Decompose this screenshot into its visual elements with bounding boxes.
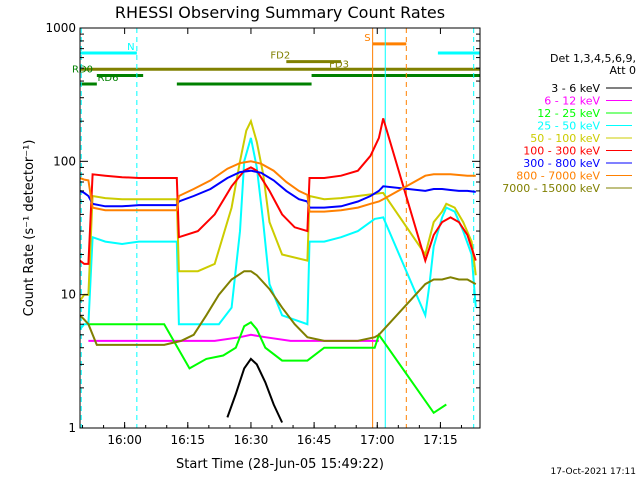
legend-label-7000-15000-kev: 7000 - 15000 keV [502,182,600,195]
plot-frame [79,27,481,429]
series-line-12-25-kev [88,321,447,415]
legend-label-3-6-kev: 3 - 6 keV [551,82,600,95]
x-axis: 16:00 16:15 16:30 16:45 17:00 17:15 [82,28,462,447]
state-label-n: N [127,42,134,53]
legend-label-800-7000-kev: 800 - 7000 keV [516,170,600,183]
legend-label-25-50-kev: 25 - 50 keV [537,120,600,133]
x-tick-label: 16:45 [297,433,332,447]
state-bars: N S FD2 FD3 RD0 RD6 [72,33,480,86]
state-label-fd2: FD2 [270,51,290,62]
legend-label-100-300-kev: 100 - 300 keV [523,145,600,158]
legend-label-50-100-kev: 50 - 100 keV [530,132,600,145]
y-axis-label: Count Rate (s⁻¹ detector⁻¹) [22,140,37,317]
y-tick-label: 100 [53,154,76,168]
series-line-100-300-kev [80,118,477,265]
legend-label-6-12-kev: 6 - 12 keV [544,95,600,108]
x-axis-label: Start Time (28-Jun-05 15:49:22) [176,457,384,472]
x-tick-label: 17:00 [360,433,395,447]
y-tick-label: 10 [61,288,76,302]
y-tick-label: 1000 [45,21,76,35]
y-tick-label: 1 [68,421,76,435]
x-tick-label: 16:00 [107,433,142,447]
state-label-fd3: FD3 [329,59,349,70]
series-lines [80,118,477,423]
footer-timestamp: 17-Oct-2021 17:11 [551,467,636,477]
legend-label-300-800-kev: 300 - 800 keV [523,157,600,170]
series-line-25-50-kev [80,137,477,330]
x-tick-label: 16:15 [170,433,205,447]
legend-header: Att 0 [610,64,636,77]
series-line-300-800-kev [80,169,476,209]
x-tick-label: 16:30 [234,433,269,447]
legend-label-12-25-kev: 12 - 25 keV [537,107,600,120]
x-tick-label: 17:15 [423,433,458,447]
series-line-7000-15000-kev [80,270,477,346]
chart-title: RHESSI Observing Summary Count Rates [115,3,445,22]
series-line-3-6-kev [226,357,284,423]
legend-header: Det 1,3,4,5,6,9, [550,52,636,65]
state-label-s: S [364,33,370,44]
y-axis: 1 10 100 1000 [45,21,480,435]
series-line-800-7000-kev [80,160,476,213]
state-label-rd0: RD0 [72,65,93,76]
state-label-rd6: RD6 [97,73,118,84]
